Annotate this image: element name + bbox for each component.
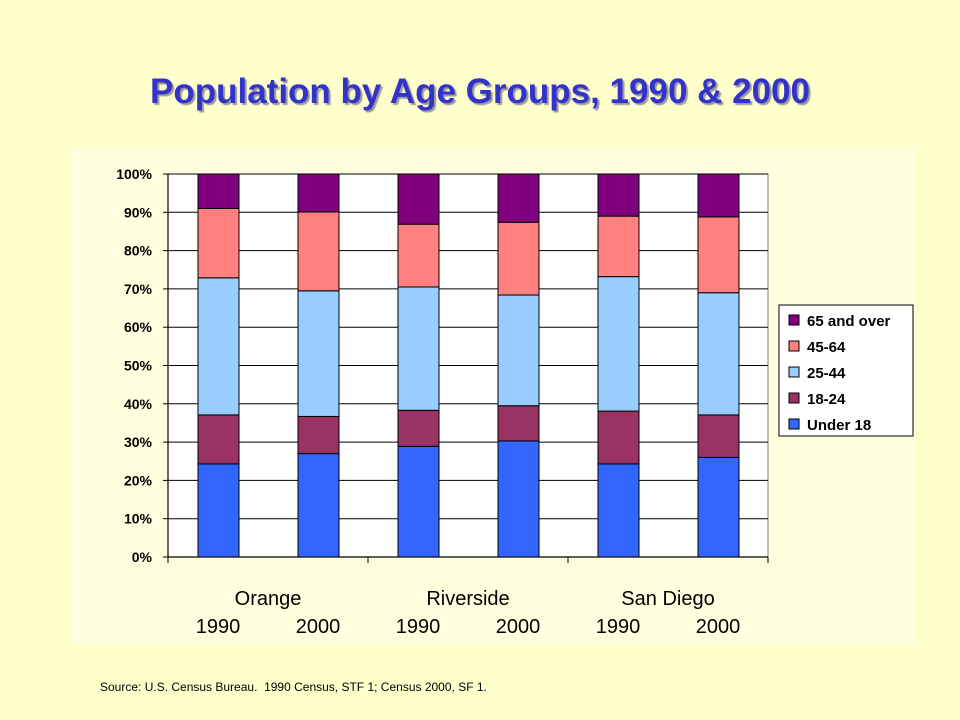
legend-label-25-44: 25-44	[807, 365, 846, 382]
y-tick-label: 50%	[124, 358, 153, 374]
legend-box	[778, 304, 914, 437]
bar-segment-riverside-1990-under-18	[397, 445, 440, 558]
bar-segment-riverside-2000-under-18	[497, 440, 540, 558]
bar-segment-san-diego-1990-45-64	[597, 215, 640, 278]
x-group-label-san-diego: San Diego	[621, 588, 714, 610]
source-note: Source: U.S. Census Bureau. 1990 Census,…	[100, 680, 487, 694]
bar-segment-riverside-2000-45-64	[497, 221, 540, 296]
bar-segment-riverside-1990-18-24	[397, 409, 440, 447]
bar-segment-orange-2000-18-24	[297, 415, 340, 455]
slide-title: Population by Age Groups, 1990 & 2000	[150, 72, 810, 111]
x-year-label-riverside-1990: 1990	[396, 616, 441, 638]
x-group-label-riverside: Riverside	[426, 588, 509, 610]
x-year-label-san-diego-1990: 1990	[596, 616, 641, 638]
bar-segment-orange-1990-under-18	[197, 463, 240, 558]
bar-segment-orange-1990-25-44	[197, 277, 240, 416]
bar-segment-riverside-1990-45-64	[397, 223, 440, 288]
y-tick-label: 20%	[124, 472, 153, 488]
x-group-label-orange: Orange	[235, 588, 302, 610]
bar-segment-orange-1990-18-24	[197, 414, 240, 465]
y-tick-label: 60%	[124, 319, 153, 335]
y-tick-label: 10%	[124, 511, 153, 527]
bar-segment-orange-2000-45-64	[297, 211, 340, 292]
bar-segment-orange-1990-45-64	[197, 207, 240, 279]
bar-segment-riverside-1990-65-and-over	[397, 173, 440, 225]
y-tick-label: 0%	[132, 549, 153, 565]
y-tick-label: 30%	[124, 434, 153, 450]
legend-swatch-25-44	[788, 366, 800, 378]
bar-segment-san-diego-2000-under-18	[697, 456, 740, 558]
legend-label-65-and-over: 65 and over	[807, 313, 891, 330]
legend-swatch-18-24	[788, 392, 800, 404]
bar-segment-san-diego-2000-18-24	[697, 414, 740, 458]
legend-swatch-65-and-over	[788, 314, 800, 326]
bar-segment-orange-2000-25-44	[297, 290, 340, 417]
bar-segment-san-diego-1990-under-18	[597, 463, 640, 558]
y-tick-label: 80%	[124, 243, 153, 259]
bar-segment-orange-2000-65-and-over	[297, 173, 340, 213]
legend-label-18-24: 18-24	[807, 391, 846, 408]
legend-swatch-under-18	[788, 418, 800, 430]
chart-panel: 0% 10% 20% 30% 40% 50% 60% 70% 80% 90% 100% Orange 1…	[70, 148, 916, 644]
bar-segment-riverside-2000-25-44	[497, 294, 540, 407]
bar-segment-orange-2000-under-18	[297, 453, 340, 558]
bar-segment-san-diego-1990-25-44	[597, 276, 640, 412]
x-year-label-orange-2000: 2000	[296, 616, 341, 638]
x-year-label-san-diego-2000: 2000	[696, 616, 741, 638]
legend-label-under-18: Under 18	[807, 417, 871, 434]
bar-segment-san-diego-2000-45-64	[697, 216, 740, 294]
bar-segment-riverside-2000-65-and-over	[497, 173, 540, 223]
legend-label-45-64: 45-64	[807, 339, 846, 356]
y-tick-label: 90%	[124, 204, 153, 220]
bar-segment-orange-1990-65-and-over	[197, 173, 240, 209]
x-year-label-orange-1990: 1990	[196, 616, 241, 638]
legend-swatch-45-64	[788, 340, 800, 352]
bar-segment-san-diego-1990-65-and-over	[597, 173, 640, 217]
y-tick-label: 40%	[124, 396, 153, 412]
bar-segment-riverside-2000-18-24	[497, 405, 540, 442]
bar-segment-san-diego-2000-25-44	[697, 292, 740, 416]
bar-segment-san-diego-1990-18-24	[597, 410, 640, 465]
bar-segment-riverside-1990-25-44	[397, 286, 440, 411]
x-year-label-riverside-2000: 2000	[496, 616, 541, 638]
stacked-bar-chart: 0% 10% 20% 30% 40% 50% 60% 70% 80% 90% 100% Orange 1…	[116, 166, 914, 638]
bar-segment-san-diego-2000-65-and-over	[697, 173, 740, 218]
y-tick-label: 70%	[124, 281, 153, 297]
y-tick-label: 100%	[116, 166, 152, 182]
